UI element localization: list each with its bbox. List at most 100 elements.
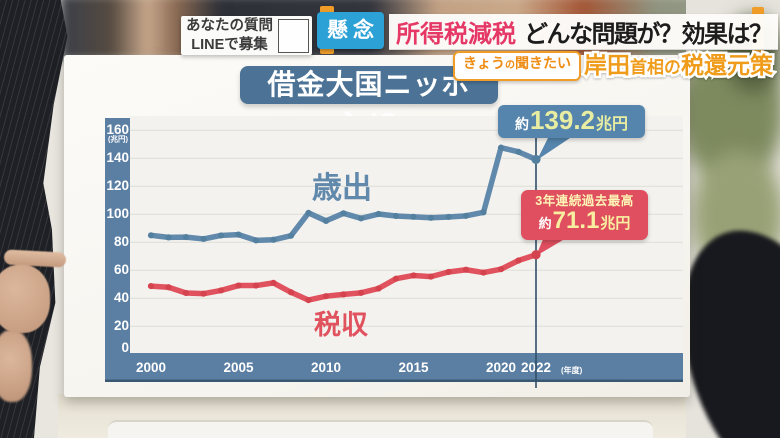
line-recruit-box: あなたの質問 LINEで募集 [181,16,312,55]
data-point [445,268,452,276]
data-point [340,210,347,217]
x-axis-unit: (年度) [561,365,583,375]
fist [0,265,50,333]
data-point [287,232,295,239]
data-point [235,282,242,289]
y-tick-label: 0 [121,340,129,355]
y-tick-label: 40 [114,290,129,305]
callout-value: 139.2 [529,105,596,135]
y-tick-label: 140 [106,150,129,165]
data-point [182,289,190,297]
data-point [252,237,260,244]
revenue-record-text: 3年連続過去最高 [535,194,634,208]
x-tick-label: 2020 [486,360,516,375]
callout-unit: 兆円 [596,116,629,133]
data-point [235,231,242,238]
board-tray [108,420,653,438]
data-point [392,212,400,220]
data-point [480,209,487,216]
data-point [305,297,312,304]
data-point [392,275,400,282]
y-axis-unit: (兆円) [108,134,128,144]
x-tick-label: 2010 [311,360,341,375]
expenditure-label: 歳出 [312,172,372,205]
data-point [340,291,347,298]
data-point [531,154,541,165]
revenue-callout: 3年連続過去最高 約 71.1 兆円 [521,190,648,240]
studio-background-right [686,0,780,438]
data-point [322,293,330,300]
y-tick-label: 60 [114,262,129,277]
data-point [497,266,505,273]
pointing-hand [0,235,74,355]
data-point [270,279,277,286]
flip-board: 借金大国ニッポン!? 020406080100120140160(兆円)2000… [64,55,690,397]
data-point [531,250,541,260]
callout-prefix: 約 [538,216,552,231]
data-point [305,209,312,216]
data-point [252,282,260,289]
budget-line-chart: 0 20 40 60 80 100 120 140 160(兆円) 2000 2005 2010 201… [105,116,683,388]
data-point [515,148,522,155]
data-point [427,214,435,221]
segment-badge: きょう の 聞きたい [453,51,581,81]
headline-strip: 所得税減税 どんな問題が？効果は？ [389,14,778,50]
revenue-label: 税収 [314,310,368,340]
data-point [165,284,172,291]
revenue-record-value: 約 71.1 兆円 [521,208,648,237]
y-tick-label: 160 [106,122,129,137]
y-tick-label: 80 [114,234,129,249]
caption-text: 税還元策 [679,50,776,81]
line-recruit-line1: あなたの質問 [186,17,273,34]
caption-text: 岸田 [582,50,633,81]
data-point [147,283,155,290]
y-tick-label: 100 [106,206,129,221]
data-point [375,285,382,292]
data-point [410,272,417,279]
caption-text: の [662,56,684,80]
data-point [165,234,172,241]
y-axis-bar [105,118,130,382]
concern-badge: 懸念 [317,12,384,49]
x-tick-label: 2015 [398,360,429,375]
program-caption: 岸田 首相 の 税還元策 [582,46,776,81]
qr-code [278,18,309,53]
data-point [497,144,505,151]
line-recruit-text: あなたの質問 LINEで募集 [181,17,278,54]
x-axis-bar [105,353,683,382]
revenue-callout-tail [536,237,568,256]
data-point [200,235,207,243]
y-tick-label: 120 [106,178,129,193]
data-point [410,213,417,220]
holding-hand [0,330,32,402]
line-recruit-line2: LINEで募集 [191,36,268,53]
data-point [480,269,487,276]
data-point [427,273,435,280]
y-tick-label: 20 [114,318,129,333]
x-tick-label: 2005 [223,360,254,375]
data-point [462,266,470,273]
headline-question: どんな問題が？効果は？ [524,21,773,48]
data-point [270,236,277,243]
data-point [217,232,225,239]
data-point [287,289,295,296]
caption-text: 首相 [628,56,667,80]
segment-badge-text: の [505,60,515,71]
data-point [375,210,382,218]
expenditure-callout: 約 139.2 兆円 [498,105,645,138]
data-point [445,213,452,221]
data-point [357,289,365,296]
data-point [182,234,190,241]
data-point [462,212,470,219]
data-point [515,257,522,264]
callout-unit: 兆円 [600,215,631,232]
expenditure-callout-tail [537,138,570,160]
callout-prefix: 約 [514,116,529,132]
segment-badge-text: きょう [463,55,505,71]
x-tick-label: 2000 [136,360,166,375]
data-point [322,217,330,224]
callout-value: 71.1 [552,207,600,234]
data-point [147,232,155,239]
data-point [200,290,207,297]
